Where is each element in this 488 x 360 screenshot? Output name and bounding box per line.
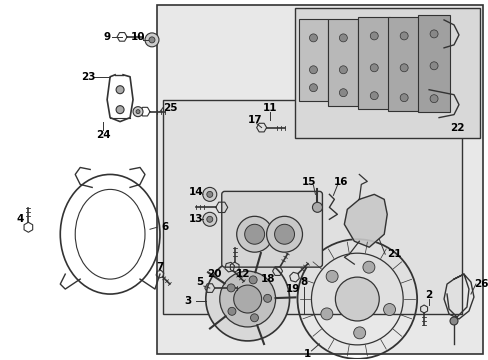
Text: 16: 16 xyxy=(333,177,348,188)
Circle shape xyxy=(145,33,159,47)
Circle shape xyxy=(227,307,236,315)
Circle shape xyxy=(429,30,437,38)
Circle shape xyxy=(369,32,378,40)
Circle shape xyxy=(339,89,346,97)
Text: 15: 15 xyxy=(302,177,316,188)
Text: 21: 21 xyxy=(386,249,401,259)
Text: 9: 9 xyxy=(103,32,110,42)
Circle shape xyxy=(325,270,337,282)
Circle shape xyxy=(236,216,272,252)
Circle shape xyxy=(312,202,322,212)
Text: 4: 4 xyxy=(17,214,24,224)
Text: 13: 13 xyxy=(188,214,203,224)
Circle shape xyxy=(116,106,124,114)
Circle shape xyxy=(136,110,140,114)
Text: 14: 14 xyxy=(188,188,203,197)
Circle shape xyxy=(429,62,437,70)
Circle shape xyxy=(399,64,407,72)
Circle shape xyxy=(203,188,216,201)
Circle shape xyxy=(206,192,212,197)
Circle shape xyxy=(335,277,379,321)
Text: 6: 6 xyxy=(161,222,168,232)
Circle shape xyxy=(362,261,374,273)
Polygon shape xyxy=(344,194,386,247)
Circle shape xyxy=(244,224,264,244)
Circle shape xyxy=(233,285,261,313)
Circle shape xyxy=(250,314,258,322)
Circle shape xyxy=(429,95,437,103)
Circle shape xyxy=(205,257,289,341)
FancyBboxPatch shape xyxy=(387,17,419,111)
Circle shape xyxy=(116,86,124,94)
Circle shape xyxy=(369,64,378,72)
Text: 26: 26 xyxy=(473,279,487,289)
FancyBboxPatch shape xyxy=(328,19,358,106)
Circle shape xyxy=(149,37,155,43)
Text: 7: 7 xyxy=(156,262,163,272)
Circle shape xyxy=(339,34,346,42)
Circle shape xyxy=(399,32,407,40)
Text: 23: 23 xyxy=(81,72,95,82)
Circle shape xyxy=(206,216,212,222)
Text: 3: 3 xyxy=(184,296,191,306)
Circle shape xyxy=(133,107,142,117)
Circle shape xyxy=(320,308,332,320)
Circle shape xyxy=(219,271,275,327)
Text: 1: 1 xyxy=(303,349,310,359)
FancyBboxPatch shape xyxy=(221,192,322,267)
Text: 12: 12 xyxy=(235,269,249,279)
Circle shape xyxy=(309,34,317,42)
Text: 25: 25 xyxy=(163,103,177,113)
Text: 22: 22 xyxy=(449,123,463,132)
Circle shape xyxy=(369,92,378,100)
FancyBboxPatch shape xyxy=(358,17,389,109)
Circle shape xyxy=(339,66,346,74)
Text: 18: 18 xyxy=(260,274,274,284)
Circle shape xyxy=(266,216,302,252)
Text: 8: 8 xyxy=(300,277,307,287)
Text: 10: 10 xyxy=(130,32,145,42)
Circle shape xyxy=(249,276,257,284)
FancyBboxPatch shape xyxy=(417,15,449,112)
Circle shape xyxy=(227,284,235,292)
Text: 5: 5 xyxy=(196,277,203,287)
Bar xyxy=(157,5,482,354)
Text: 11: 11 xyxy=(262,103,276,113)
Text: 20: 20 xyxy=(207,269,222,279)
Circle shape xyxy=(449,317,457,325)
Text: 17: 17 xyxy=(247,114,262,125)
Bar xyxy=(294,8,479,138)
Circle shape xyxy=(399,94,407,102)
FancyBboxPatch shape xyxy=(298,19,328,101)
Circle shape xyxy=(263,294,271,302)
Circle shape xyxy=(353,327,365,339)
Text: 2: 2 xyxy=(425,290,432,300)
Circle shape xyxy=(274,224,294,244)
Circle shape xyxy=(309,84,317,92)
Circle shape xyxy=(203,212,216,226)
Bar xyxy=(163,100,461,314)
Circle shape xyxy=(383,303,395,315)
Text: 19: 19 xyxy=(285,284,299,294)
Circle shape xyxy=(309,66,317,74)
Text: 24: 24 xyxy=(96,130,110,140)
